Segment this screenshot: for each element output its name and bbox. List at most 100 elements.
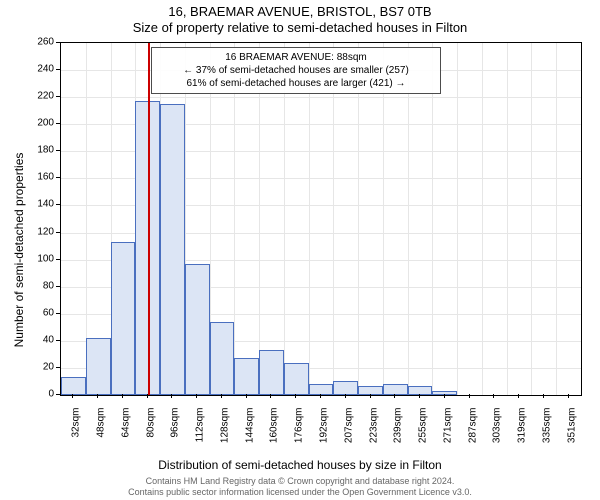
y-tick-label: 20: [32, 361, 54, 372]
y-tick-label: 260: [32, 37, 54, 48]
x-tick-mark: [419, 394, 420, 398]
x-tick-mark: [493, 394, 494, 398]
annotation-box: 16 BRAEMAR AVENUE: 88sqm ← 37% of semi-d…: [151, 47, 441, 94]
histogram-bar: [86, 338, 111, 395]
x-tick-label: 207sqm: [343, 408, 354, 444]
histogram-bar: [259, 350, 284, 395]
histogram-bar: [333, 381, 358, 395]
x-tick-mark: [221, 394, 222, 398]
gridline-v: [531, 43, 532, 395]
x-tick-label: 271sqm: [442, 408, 453, 444]
x-tick-label: 80sqm: [145, 408, 156, 438]
x-tick-label: 128sqm: [219, 408, 230, 444]
x-tick-mark: [171, 394, 172, 398]
title-sub: Size of property relative to semi-detach…: [0, 20, 600, 35]
y-tick-label: 60: [32, 307, 54, 318]
histogram-bar: [160, 104, 185, 395]
gridline-v: [333, 43, 334, 395]
y-tick-mark: [56, 150, 60, 151]
histogram-bar: [111, 242, 136, 395]
footer-line-2: Contains public sector information licen…: [0, 487, 600, 497]
gridline-v: [358, 43, 359, 395]
y-tick-mark: [56, 286, 60, 287]
marker-line: [148, 43, 150, 395]
histogram-bar: [358, 386, 383, 395]
x-tick-label: 319sqm: [517, 408, 528, 444]
annotation-line-2: ← 37% of semi-detached houses are smalle…: [157, 64, 435, 77]
y-tick-mark: [56, 232, 60, 233]
y-tick-label: 240: [32, 64, 54, 75]
gridline-v: [309, 43, 310, 395]
gridline-v: [234, 43, 235, 395]
histogram-bar: [234, 358, 259, 395]
y-tick-label: 140: [32, 199, 54, 210]
x-tick-label: 48sqm: [96, 408, 107, 438]
x-tick-mark: [270, 394, 271, 398]
x-tick-mark: [469, 394, 470, 398]
histogram-bar: [432, 391, 457, 395]
x-tick-mark: [196, 394, 197, 398]
histogram-bar: [185, 264, 210, 395]
gridline-v: [383, 43, 384, 395]
x-tick-mark: [72, 394, 73, 398]
title-main: 16, BRAEMAR AVENUE, BRISTOL, BS7 0TB: [0, 4, 600, 19]
y-tick-label: 180: [32, 145, 54, 156]
x-tick-label: 112sqm: [195, 408, 206, 443]
gridline-v: [432, 43, 433, 395]
x-tick-label: 160sqm: [269, 408, 280, 444]
x-tick-mark: [444, 394, 445, 398]
y-axis-label: Number of semi-detached properties: [12, 153, 26, 348]
footer-line-1: Contains HM Land Registry data © Crown c…: [0, 476, 600, 486]
x-tick-mark: [97, 394, 98, 398]
y-tick-mark: [56, 259, 60, 260]
x-tick-mark: [518, 394, 519, 398]
chart-container: 16, BRAEMAR AVENUE, BRISTOL, BS7 0TB Siz…: [0, 0, 600, 500]
x-tick-mark: [394, 394, 395, 398]
x-tick-label: 64sqm: [120, 408, 131, 438]
gridline-v: [408, 43, 409, 395]
y-tick-label: 220: [32, 91, 54, 102]
y-tick-mark: [56, 340, 60, 341]
x-axis-label: Distribution of semi-detached houses by …: [0, 458, 600, 472]
x-tick-mark: [568, 394, 569, 398]
y-tick-label: 0: [32, 389, 54, 400]
x-tick-mark: [320, 394, 321, 398]
y-tick-mark: [56, 42, 60, 43]
plot-area: 16 BRAEMAR AVENUE: 88sqm ← 37% of semi-d…: [60, 42, 582, 396]
x-tick-label: 239sqm: [393, 408, 404, 444]
gridline-v: [457, 43, 458, 395]
x-tick-label: 176sqm: [294, 408, 305, 444]
y-tick-mark: [56, 394, 60, 395]
gridline-v: [556, 43, 557, 395]
histogram-bar: [210, 322, 235, 395]
histogram-bar: [284, 363, 309, 395]
y-tick-label: 40: [32, 334, 54, 345]
x-tick-label: 351sqm: [566, 408, 577, 444]
annotation-line-3: 61% of semi-detached houses are larger (…: [157, 77, 435, 90]
x-tick-mark: [122, 394, 123, 398]
y-tick-mark: [56, 367, 60, 368]
x-tick-label: 192sqm: [319, 408, 330, 444]
y-tick-mark: [56, 313, 60, 314]
y-tick-label: 160: [32, 172, 54, 183]
y-tick-label: 200: [32, 118, 54, 129]
annotation-line-1: 16 BRAEMAR AVENUE: 88sqm: [157, 51, 435, 64]
histogram-bar: [61, 377, 86, 395]
x-tick-mark: [345, 394, 346, 398]
x-tick-label: 255sqm: [418, 408, 429, 444]
y-tick-label: 100: [32, 253, 54, 264]
gridline-v: [482, 43, 483, 395]
x-tick-mark: [370, 394, 371, 398]
gridline-v: [507, 43, 508, 395]
gridline-v: [259, 43, 260, 395]
y-tick-mark: [56, 177, 60, 178]
x-tick-mark: [543, 394, 544, 398]
y-tick-mark: [56, 123, 60, 124]
x-tick-label: 223sqm: [368, 408, 379, 444]
y-tick-mark: [56, 96, 60, 97]
x-tick-label: 96sqm: [170, 408, 181, 438]
gridline-v: [284, 43, 285, 395]
x-tick-label: 144sqm: [244, 408, 255, 444]
gridline-h: [61, 97, 581, 98]
x-tick-mark: [295, 394, 296, 398]
